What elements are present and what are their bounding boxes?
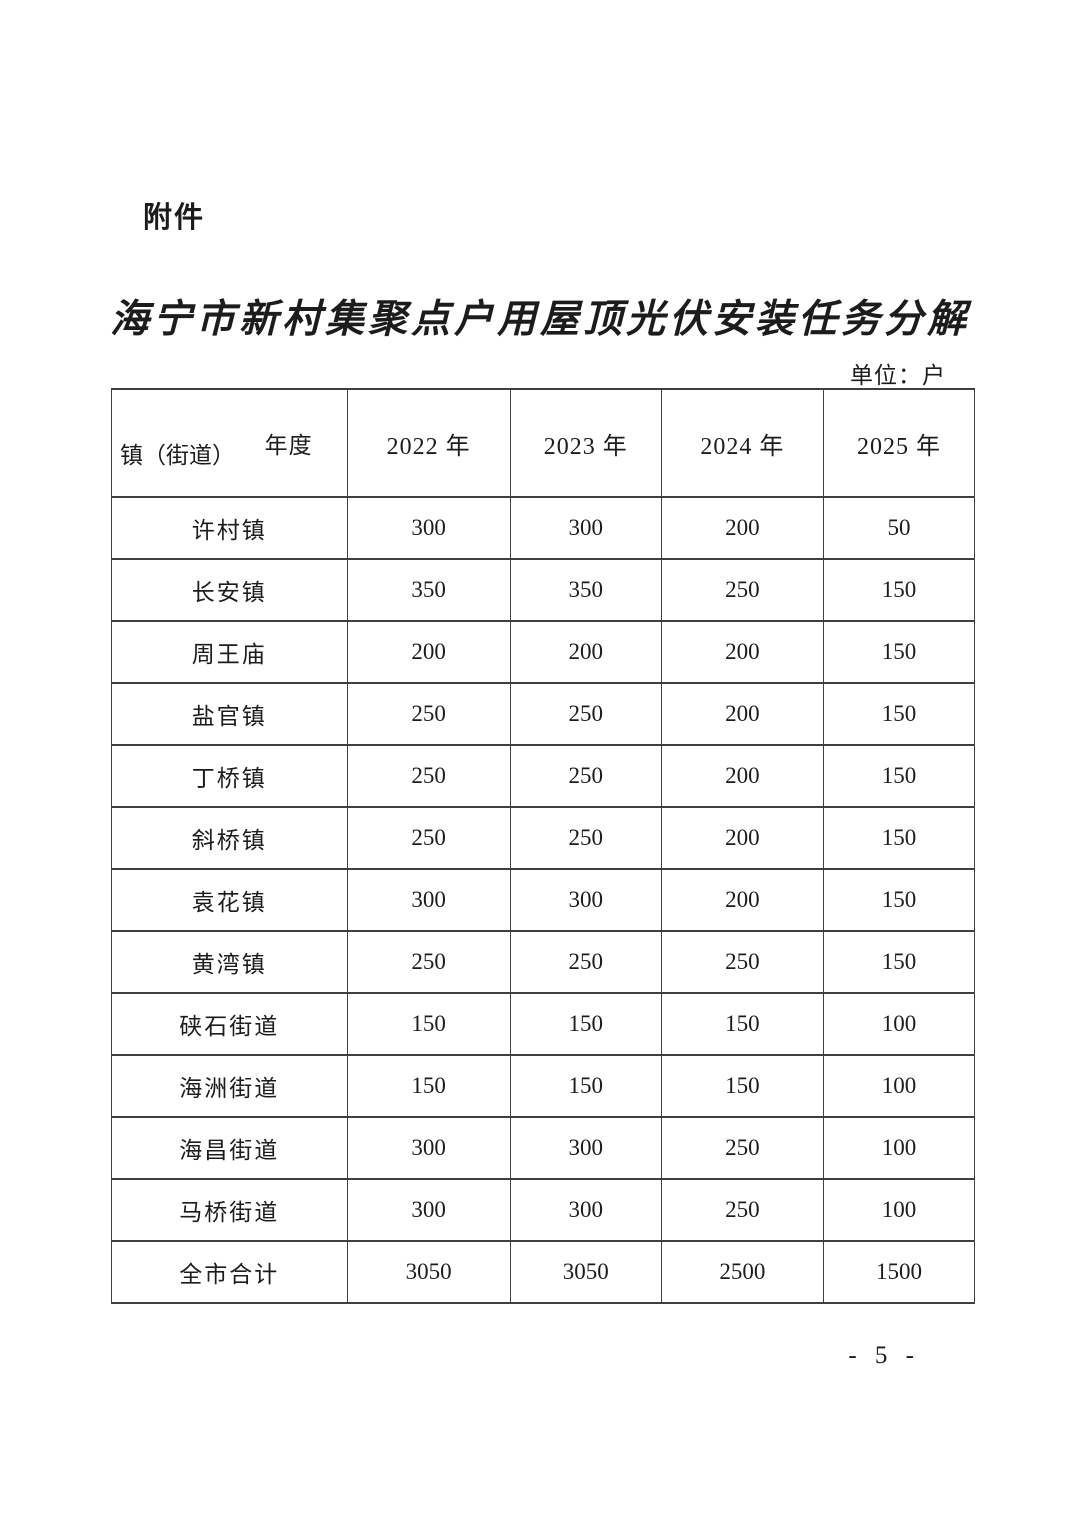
cell-value: 200 — [660, 496, 824, 560]
cell-value: 300 — [509, 1178, 662, 1242]
unit-label: 单位：户 — [850, 362, 946, 388]
table-row: 许村镇 300 300 200 50 — [111, 496, 976, 560]
cell-value: 100 — [822, 992, 976, 1056]
table-row: 马桥街道 300 300 250 100 — [111, 1178, 976, 1242]
column-header-2024: 2024 年 — [660, 388, 824, 498]
cell-value: 350 — [509, 558, 662, 622]
cell-value: 2500 — [660, 1240, 824, 1304]
cell-value: 100 — [822, 1178, 976, 1242]
table-row: 袁花镇 300 300 200 150 — [111, 868, 976, 932]
row-name: 马桥街道 — [111, 1178, 348, 1242]
table-row: 周王庙 200 200 200 150 — [111, 620, 976, 684]
cell-value: 250 — [660, 558, 824, 622]
row-name: 海洲街道 — [111, 1054, 348, 1118]
table-header-row: 年度 镇（街道） 2022 年 2023 年 2024 年 2025 年 — [111, 388, 976, 498]
column-header-2025: 2025 年 — [822, 388, 976, 498]
column-header-2023: 2023 年 — [509, 388, 662, 498]
table-row: 斜桥镇 250 250 200 150 — [111, 806, 976, 870]
cell-value: 150 — [346, 1054, 511, 1118]
row-name: 斜桥镇 — [111, 806, 348, 870]
cell-value: 250 — [346, 682, 511, 746]
row-name: 黄湾镇 — [111, 930, 348, 994]
cell-value: 250 — [346, 744, 511, 808]
cell-value: 200 — [660, 620, 824, 684]
cell-value: 250 — [346, 806, 511, 870]
cell-value: 150 — [822, 620, 976, 684]
row-name: 许村镇 — [111, 496, 348, 560]
cell-value: 200 — [660, 744, 824, 808]
cell-value: 200 — [660, 868, 824, 932]
cell-value: 100 — [822, 1116, 976, 1180]
corner-label-year: 年度 — [264, 432, 313, 458]
cell-value: 250 — [346, 930, 511, 994]
cell-value: 200 — [346, 620, 511, 684]
cell-value: 200 — [660, 682, 824, 746]
table-row: 长安镇 350 350 250 150 — [111, 558, 976, 622]
cell-value: 300 — [346, 496, 511, 560]
corner-label-town: 镇（街道） — [120, 442, 235, 468]
cell-value: 3050 — [509, 1240, 662, 1304]
cell-value: 150 — [509, 992, 662, 1056]
cell-value: 200 — [660, 806, 824, 870]
table-row-total: 全市合计 3050 3050 2500 1500 — [111, 1240, 976, 1304]
cell-value: 150 — [822, 558, 976, 622]
cell-value: 100 — [822, 1054, 976, 1118]
cell-value: 300 — [509, 868, 662, 932]
cell-value: 300 — [509, 496, 662, 560]
document-title: 海宁市新村集聚点户用屋顶光伏安装任务分解 — [109, 298, 970, 341]
cell-value: 150 — [822, 868, 976, 932]
cell-value: 50 — [822, 496, 976, 560]
cell-value: 1500 — [822, 1240, 976, 1304]
cell-value: 3050 — [346, 1240, 511, 1304]
table-row: 海昌街道 300 300 250 100 — [111, 1116, 976, 1180]
cell-value: 250 — [509, 744, 662, 808]
table-row: 黄湾镇 250 250 250 150 — [111, 930, 976, 994]
diagonal-header-cell: 年度 镇（街道） — [111, 388, 348, 498]
cell-value: 150 — [822, 930, 976, 994]
task-table: 年度 镇（街道） 2022 年 2023 年 2024 年 2025 年 许村镇… — [111, 388, 976, 1304]
cell-value: 150 — [660, 992, 824, 1056]
cell-value: 150 — [346, 992, 511, 1056]
page-number: - 5 - — [848, 1342, 920, 1369]
cell-value: 250 — [509, 806, 662, 870]
row-name: 海昌街道 — [111, 1116, 348, 1180]
row-name: 硖石街道 — [111, 992, 348, 1056]
cell-value: 350 — [346, 558, 511, 622]
cell-value: 150 — [822, 744, 976, 808]
row-name: 全市合计 — [111, 1240, 348, 1304]
cell-value: 250 — [660, 1178, 824, 1242]
cell-value: 150 — [660, 1054, 824, 1118]
row-name: 丁桥镇 — [111, 744, 348, 808]
cell-value: 150 — [822, 682, 976, 746]
row-name: 盐官镇 — [111, 682, 348, 746]
cell-value: 250 — [509, 682, 662, 746]
table-row: 丁桥镇 250 250 200 150 — [111, 744, 976, 808]
attachment-label: 附件 — [143, 202, 206, 234]
cell-value: 200 — [509, 620, 662, 684]
cell-value: 300 — [346, 1178, 511, 1242]
table-row: 海洲街道 150 150 150 100 — [111, 1054, 976, 1118]
row-name: 袁花镇 — [111, 868, 348, 932]
cell-value: 150 — [822, 806, 976, 870]
cell-value: 300 — [346, 868, 511, 932]
row-name: 长安镇 — [111, 558, 348, 622]
cell-value: 250 — [660, 930, 824, 994]
table-row: 硖石街道 150 150 150 100 — [111, 992, 976, 1056]
cell-value: 300 — [509, 1116, 662, 1180]
table-row: 盐官镇 250 250 200 150 — [111, 682, 976, 746]
row-name: 周王庙 — [111, 620, 348, 684]
cell-value: 150 — [509, 1054, 662, 1118]
cell-value: 300 — [346, 1116, 511, 1180]
column-header-2022: 2022 年 — [346, 388, 511, 498]
cell-value: 250 — [509, 930, 662, 994]
cell-value: 250 — [660, 1116, 824, 1180]
